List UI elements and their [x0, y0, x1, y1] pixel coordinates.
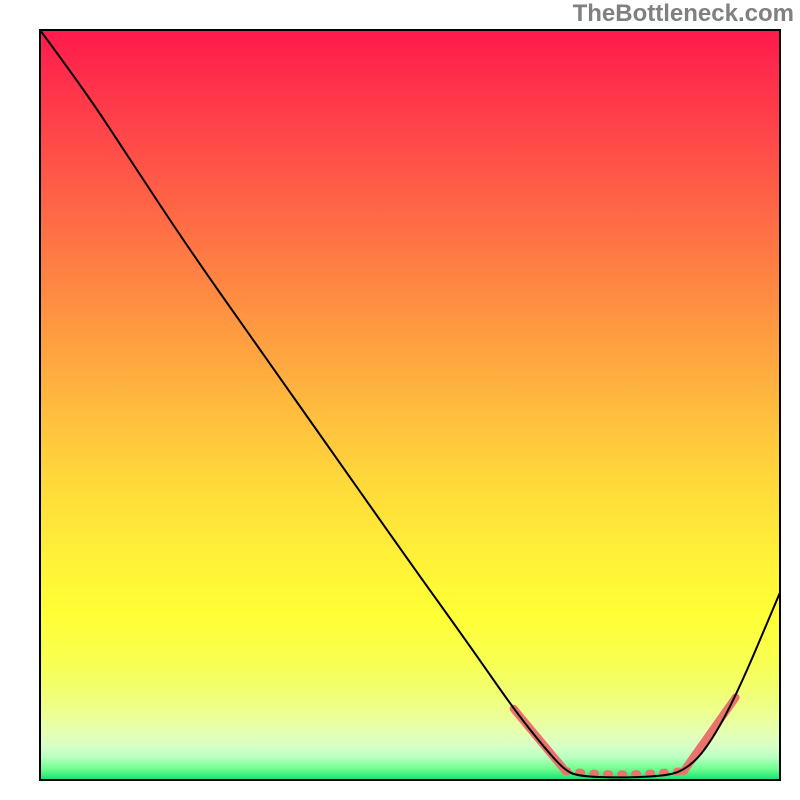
bottleneck-chart: TheBottleneck.com [0, 0, 800, 800]
plot-background [40, 30, 780, 780]
chart-svg [0, 0, 800, 800]
watermark-text: TheBottleneck.com [573, 0, 794, 28]
